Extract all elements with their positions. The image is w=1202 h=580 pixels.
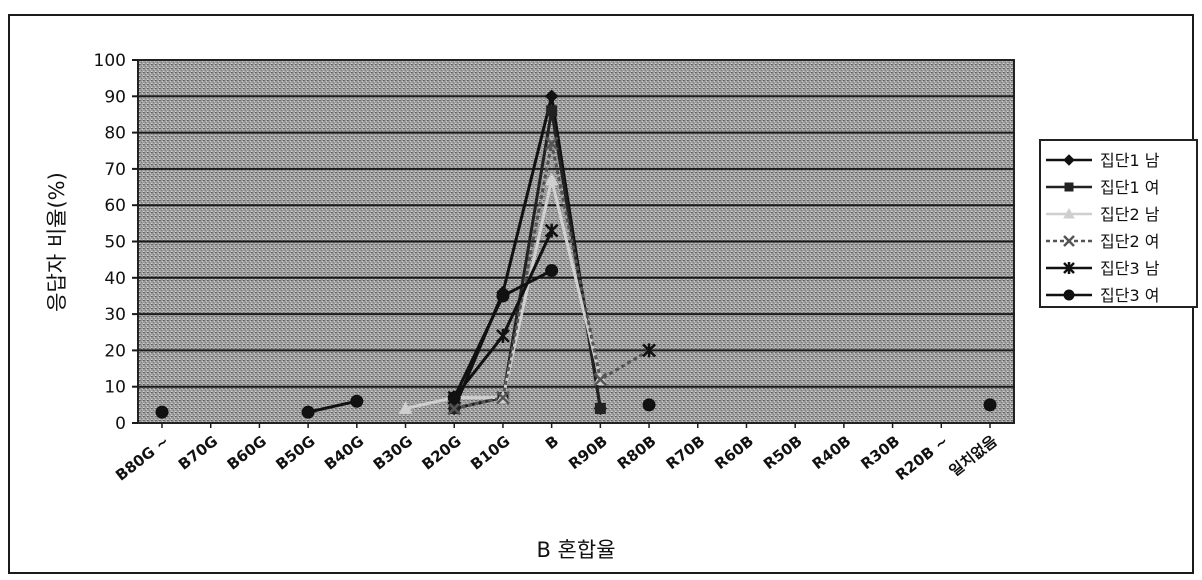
x-tick-label: B70G <box>175 432 221 474</box>
data-point <box>301 405 315 419</box>
data-point <box>544 172 559 186</box>
data-point <box>546 105 558 117</box>
y-tick-label: 40 <box>104 269 126 289</box>
data-point <box>398 401 413 414</box>
data-point <box>1063 207 1075 219</box>
legend-label: 집단2 여 <box>1100 232 1159 251</box>
data-point <box>544 136 559 151</box>
x-tick-label: B80G ~ <box>112 432 172 485</box>
x-tick-label: R20B ~ <box>892 432 952 484</box>
x-tick-label: B <box>542 432 562 453</box>
x-axis-title: B 혼합율 <box>536 538 615 562</box>
y-axis-title: 응답자 비율(%) <box>45 172 69 312</box>
x-tick-label: R50B <box>760 432 806 473</box>
x-tick-label: 일치없음 <box>946 432 1001 480</box>
y-tick-label: 100 <box>94 51 126 71</box>
data-point <box>593 372 608 387</box>
data-point <box>594 402 606 414</box>
legend-label: 집단1 남 <box>1100 151 1160 170</box>
data-point <box>1064 182 1074 192</box>
data-point <box>642 398 656 412</box>
data-point <box>1063 289 1075 301</box>
y-tick-label: 50 <box>104 233 126 253</box>
y-tick-label: 90 <box>104 87 126 107</box>
data-point <box>496 289 510 303</box>
data-point <box>350 394 364 408</box>
legend-label: 집단2 남 <box>1100 205 1160 224</box>
data-point <box>983 398 997 412</box>
x-tick-label: R40B <box>809 432 855 473</box>
data-point <box>1063 154 1075 166</box>
data-point <box>642 343 656 358</box>
x-tick-label: R90B <box>565 432 611 473</box>
data-point <box>155 405 169 419</box>
x-axis-labels: B80G ~ B70G B60G B50G B40G B30G B20G B10G B R90B R… <box>112 423 1001 485</box>
x-tick-label: B60G <box>224 432 270 474</box>
y-axis-ticks: 0 10 20 30 40 50 60 70 80 90 100 <box>94 51 138 434</box>
y-tick-label: 80 <box>104 124 126 144</box>
data-point <box>496 390 510 405</box>
x-tick-label: B20G <box>418 432 464 474</box>
x-tick-label: R60B <box>711 432 757 473</box>
legend-label: 집단3 남 <box>1100 259 1160 278</box>
y-tick-label: 20 <box>104 341 126 361</box>
series-line <box>307 399 358 414</box>
x-tick-label: R80B <box>614 432 660 473</box>
data-point <box>1063 262 1075 274</box>
y-tick-label: 70 <box>104 160 126 180</box>
y-tick-label: 10 <box>104 378 126 398</box>
y-tick-label: 30 <box>104 305 126 325</box>
x-tick-label: B40G <box>321 432 367 474</box>
legend-label: 집단1 여 <box>1100 178 1159 197</box>
data-point <box>545 264 559 278</box>
x-tick-label: R70B <box>663 432 709 473</box>
data-point <box>447 401 462 416</box>
x-tick-label: B50G <box>272 432 318 474</box>
data-point <box>447 391 461 405</box>
gridlines <box>138 95 1014 388</box>
data-point <box>1063 235 1075 247</box>
data-point <box>544 89 559 104</box>
series-markers <box>155 89 997 419</box>
data-point <box>544 223 559 238</box>
legend-box <box>1039 139 1198 308</box>
legend-label: 집단3 여 <box>1100 286 1159 305</box>
x-tick-label: B30G <box>370 432 416 474</box>
x-tick-label: B10G <box>467 432 513 474</box>
data-point <box>496 328 510 343</box>
y-tick-label: 60 <box>104 196 126 216</box>
y-tick-label: 0 <box>115 414 126 434</box>
